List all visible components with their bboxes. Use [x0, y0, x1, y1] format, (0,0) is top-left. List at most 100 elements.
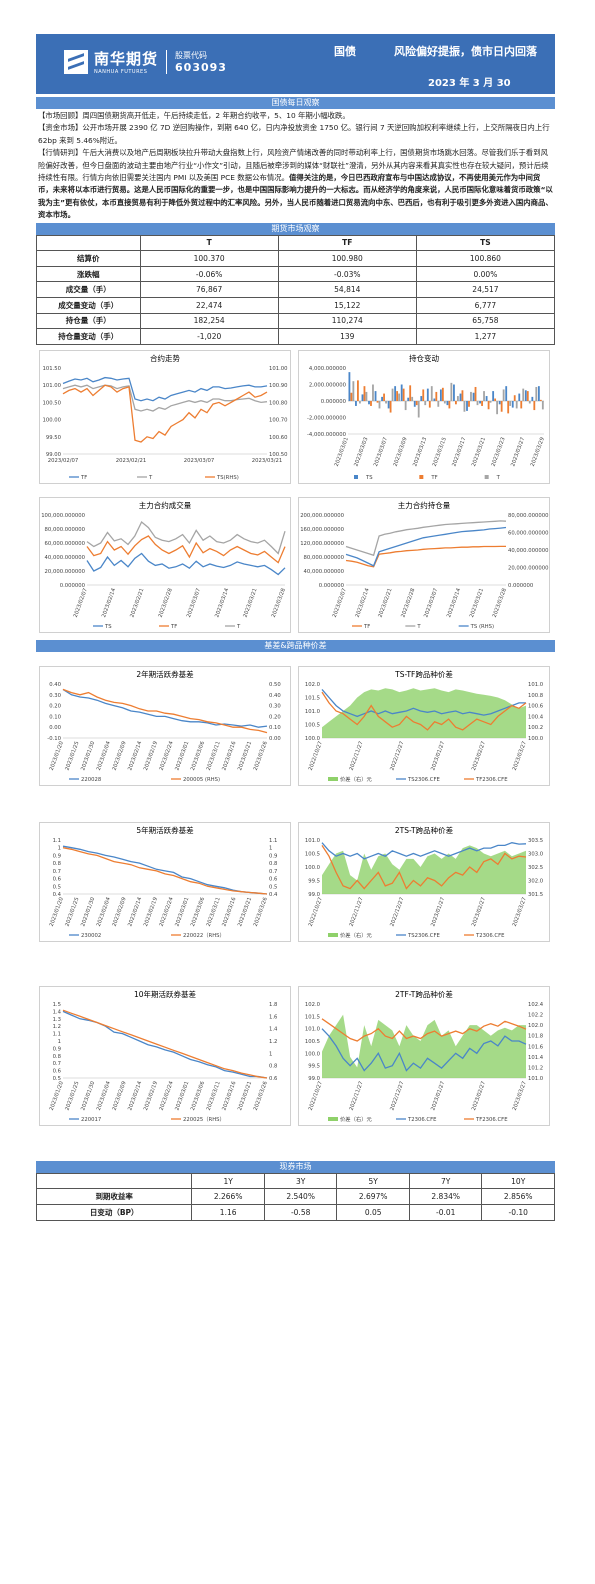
y-tick-label: 1.1 [53, 1031, 61, 1037]
y2-tick-label: 1.4 [269, 1026, 278, 1032]
series-line-tf [62, 376, 268, 402]
bar-t [378, 400, 381, 409]
y2-tick-label: 303.0 [528, 851, 544, 857]
legend-label: TF2306.CFE [475, 1117, 508, 1123]
bar-tf [539, 399, 542, 401]
futures-cell: 15,122 [277, 297, 417, 314]
bar-t [463, 400, 466, 412]
bar-t [528, 400, 531, 404]
bar-tf [441, 387, 444, 401]
bar-tf [428, 400, 431, 408]
bar-tf [455, 400, 457, 405]
y-tick-label: 100.5 [305, 722, 320, 728]
y2-tick-label: 0.9 [269, 853, 277, 859]
bar-ts [381, 396, 383, 401]
bar-ts [492, 390, 495, 401]
bar-t [476, 400, 479, 405]
bar-tf [383, 393, 385, 401]
spot-row: 日变动（BP） 1.16 -0.58 0.05 -0.01 -0.10 [35, 1204, 555, 1221]
y-tick-label: -2,000.000000 [307, 415, 347, 421]
x-tick-label: 2023/02/07 [48, 458, 79, 464]
y2-tick-label: 20,000.000000 [508, 565, 549, 571]
y2-tick-label: 302.0 [528, 878, 544, 884]
bar-tf [357, 380, 359, 401]
spot-cell: -0.10 [481, 1204, 555, 1221]
y2-tick-label: 0.6 [269, 1076, 278, 1082]
futures-cell: 110,274 [277, 312, 417, 330]
y2-tick-label: 100.0 [528, 736, 544, 742]
bar-tf [487, 400, 490, 410]
spot-row-label: 日变动（BP） [35, 1204, 193, 1221]
spot-cell: 1.16 [191, 1204, 265, 1221]
y-tick-label: 0.6 [53, 1068, 62, 1074]
y-tick-label: 101.5 [305, 1014, 320, 1020]
y-tick-label: 101.00 [42, 383, 61, 389]
y-tick-label: 100.0 [305, 865, 321, 871]
y-tick-label: 0.4 [53, 892, 62, 898]
legend-swatch [328, 932, 338, 937]
chart-spread-2tf-t: 2TF-T跨品种价差 102.0 101.5 101.0 100.5 100.0 99.5 9… [298, 985, 550, 1126]
futures-cell: -0.06% [139, 265, 279, 283]
chart-title: 持仓变动 [409, 353, 439, 363]
spot-cell: 2.697% [336, 1188, 410, 1205]
series-line-t [86, 520, 286, 555]
bar-ts [518, 393, 521, 401]
series-line-ts2306-cfe [321, 688, 526, 717]
bar-t [443, 400, 446, 404]
series-line-220022-rhs- [62, 846, 268, 895]
bar-t [437, 400, 440, 407]
logo-name-en: NANHUA FUTURES [94, 69, 148, 75]
series-line-220028 [62, 688, 268, 728]
spot-header-cell: 1Y [191, 1172, 265, 1190]
section-spot-title: 现券市场 [36, 1160, 555, 1173]
futures-cell: 22,474 [139, 297, 279, 314]
y-tick-label: 1.3 [53, 1017, 61, 1023]
y-tick-label: 40,000.000000 [45, 555, 86, 561]
legend-swatch [419, 474, 424, 479]
legend-label: TS [104, 624, 112, 630]
chart-title: 主力合约持仓量 [398, 500, 451, 510]
futures-cell: -1,020 [139, 328, 279, 345]
bar-t [424, 400, 427, 405]
y-tick-label: 99.0 [308, 892, 320, 898]
legend-label: 价差（右）元 [340, 931, 372, 939]
bar-tf [376, 400, 379, 403]
y2-tick-label: 0.30 [269, 703, 281, 709]
chart-title: TS-TF跨品种价差 [394, 669, 453, 679]
chart-contract-trend: 合约走势 101.50 101.00 100.50 100.00 99.50 99.00 10… [39, 349, 291, 484]
report-date: 2023 年 3 月 30 [428, 78, 511, 89]
bar-t [391, 388, 394, 401]
bar-t [404, 400, 407, 410]
legend-label: TF [363, 624, 370, 630]
x-tick-label: 2023/03/21 [252, 458, 283, 464]
futures-cell: 76,867 [139, 281, 279, 299]
bar-tf [474, 386, 477, 401]
futures-cell: 139 [277, 328, 417, 345]
futures-row-label: 成交量变动（手） [36, 297, 141, 314]
y2-tick-label: 301.5 [528, 892, 543, 898]
outlook: 【行情研判】午后大消费以及地产后周期板块拉升带动大盘指数上行，风险资产情绪改善的… [38, 147, 553, 221]
bar-ts [348, 371, 351, 401]
bar-tf [435, 391, 438, 401]
y2-tick-label: 101.0 [528, 682, 544, 688]
series-line-tf [86, 534, 286, 564]
y2-tick-label: 0.7 [269, 869, 277, 875]
series-area-spread [322, 688, 526, 738]
y2-tick-label: 0.5 [269, 884, 277, 890]
y2-tick-label: 0.000000 [508, 583, 534, 589]
futures-row: 持仓量（手） 182,254 110,274 65,758 [36, 312, 556, 330]
y-tick-label: 100.5 [305, 1039, 320, 1045]
y-tick-label: 1 [58, 846, 61, 852]
outlook-text-b: 值得关注的是，今日巴西政府宣布与中国达成协议，不再使用美元作为中间货币，未来将以… [38, 173, 553, 220]
y-tick-label: 0.40 [49, 682, 61, 688]
spot-header-cell: 5Y [336, 1172, 410, 1190]
y-tick-label: 0.7 [53, 1061, 61, 1067]
bar-t [450, 382, 453, 401]
y2-tick-label: 1.2 [269, 1039, 277, 1045]
y2-tick-label: 101.2 [528, 1065, 543, 1071]
section-market-title: 期货市场观察 [36, 222, 555, 235]
bar-t [541, 400, 544, 410]
futures-row-label: 成交量（手） [36, 281, 141, 299]
y2-tick-label: 1.6 [269, 1014, 278, 1020]
series-line-ts-rhs- [345, 526, 507, 567]
